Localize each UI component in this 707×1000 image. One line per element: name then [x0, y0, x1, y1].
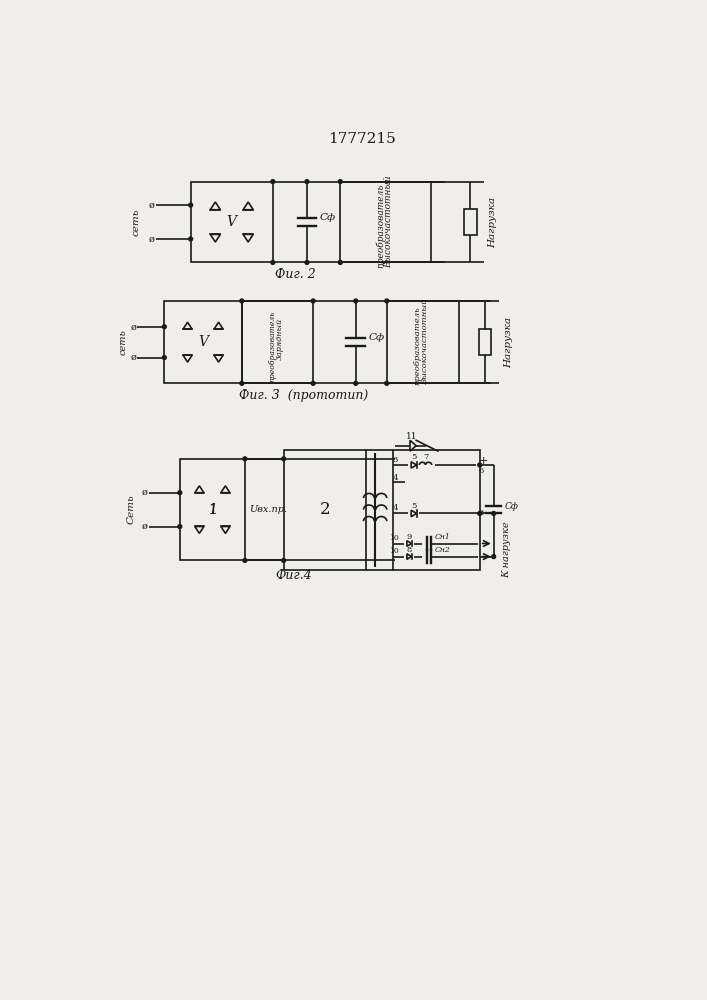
Text: Зарядный: Зарядный	[276, 318, 284, 360]
Circle shape	[178, 525, 182, 528]
Text: Cф: Cф	[368, 333, 385, 342]
Text: 9: 9	[407, 533, 412, 541]
Text: 8: 8	[479, 509, 484, 517]
Circle shape	[271, 261, 275, 264]
Text: ø: ø	[149, 201, 155, 210]
Text: Нагрузка: Нагрузка	[504, 317, 513, 368]
Bar	[340, 182, 431, 262]
Text: ø: ø	[141, 488, 147, 497]
Bar	[464, 209, 477, 235]
Bar	[191, 182, 273, 262]
Text: Фиг. 2: Фиг. 2	[275, 267, 315, 280]
Circle shape	[354, 381, 358, 385]
Circle shape	[163, 325, 166, 329]
Text: Uвх.пр.: Uвх.пр.	[249, 505, 287, 514]
Circle shape	[311, 299, 315, 303]
Circle shape	[354, 299, 358, 303]
Text: 3: 3	[392, 456, 398, 464]
Text: Фиг.4: Фиг.4	[275, 569, 312, 582]
Circle shape	[339, 180, 342, 184]
Circle shape	[189, 237, 192, 241]
Circle shape	[305, 180, 309, 184]
Text: К нагрузке: К нагрузке	[503, 522, 511, 578]
Circle shape	[339, 261, 342, 264]
Circle shape	[281, 457, 286, 461]
Circle shape	[178, 491, 182, 495]
Circle shape	[478, 463, 481, 467]
Text: ø: ø	[149, 234, 155, 243]
Circle shape	[240, 381, 244, 385]
Text: 2: 2	[320, 501, 330, 518]
Text: V: V	[227, 215, 237, 229]
Text: 1: 1	[208, 503, 217, 517]
Circle shape	[305, 261, 309, 264]
Text: 5: 5	[411, 502, 416, 510]
Circle shape	[385, 381, 389, 385]
Text: +: +	[479, 456, 489, 466]
Bar	[242, 301, 313, 383]
Text: 4: 4	[392, 504, 398, 512]
Text: 10: 10	[389, 534, 399, 542]
Text: Фиг. 3  (прототип): Фиг. 3 (прототип)	[239, 389, 368, 402]
Circle shape	[311, 381, 315, 385]
Text: Cн2: Cн2	[435, 546, 450, 554]
Circle shape	[271, 180, 275, 184]
Text: 4: 4	[392, 474, 398, 482]
Text: преобразователь: преобразователь	[269, 311, 277, 382]
Circle shape	[240, 299, 244, 303]
Text: 1777215: 1777215	[328, 132, 396, 146]
Circle shape	[385, 299, 389, 303]
Bar	[387, 301, 459, 383]
Text: ø: ø	[141, 522, 147, 531]
Text: 5: 5	[411, 453, 416, 461]
Circle shape	[492, 555, 496, 559]
Text: 6: 6	[478, 467, 484, 475]
Text: 7: 7	[423, 453, 428, 461]
Text: 8: 8	[407, 546, 412, 554]
Text: преобразователь: преобразователь	[414, 307, 421, 385]
Text: ø: ø	[130, 322, 136, 331]
Text: V: V	[198, 335, 208, 349]
Text: Cн1: Cн1	[435, 533, 450, 541]
Circle shape	[281, 559, 286, 562]
Circle shape	[189, 203, 192, 207]
Circle shape	[478, 512, 481, 515]
Text: Cф: Cф	[320, 213, 335, 222]
Text: Высокочастотный: Высокочастотный	[421, 299, 429, 385]
Bar	[393, 450, 480, 570]
Text: Cф: Cф	[505, 502, 518, 511]
Bar	[479, 329, 491, 355]
Text: сеть: сеть	[119, 329, 128, 355]
Bar	[180, 459, 245, 560]
Text: преобразователь: преобразователь	[376, 184, 386, 268]
Text: сеть: сеть	[132, 208, 141, 236]
Circle shape	[243, 457, 247, 461]
Text: 11: 11	[406, 432, 417, 441]
Text: ø: ø	[130, 353, 136, 362]
Bar	[284, 450, 366, 570]
Circle shape	[492, 512, 496, 515]
Text: 1: 1	[208, 503, 217, 517]
Bar	[164, 301, 242, 383]
Text: Сеть: Сеть	[127, 495, 136, 524]
Text: 10: 10	[389, 547, 399, 555]
Circle shape	[243, 559, 247, 562]
Text: Высокочастотный: Высокочастотный	[384, 176, 393, 268]
Text: Нагрузка: Нагрузка	[489, 197, 498, 248]
Circle shape	[163, 356, 166, 359]
